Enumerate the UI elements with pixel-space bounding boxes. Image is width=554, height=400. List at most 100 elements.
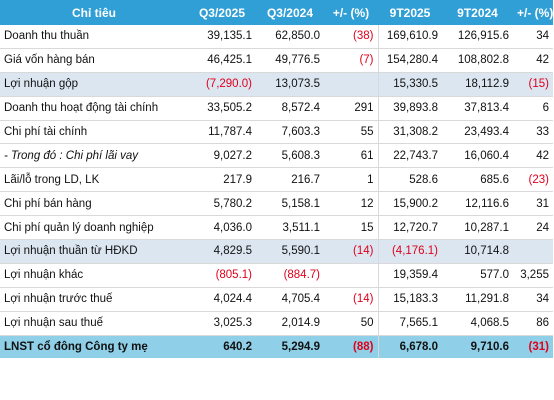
row-label: Lợi nhuận sau thuế (0, 311, 188, 336)
row-label: Chi phí tài chính (0, 120, 188, 145)
row-label: Giá vốn hàng bán (0, 48, 188, 73)
cell-9m-2024: 11,291.8 (442, 287, 513, 312)
cell-9m-2025: 19,359.4 (378, 263, 442, 288)
cell-9m-change: 42 (513, 48, 553, 73)
cell-q3-2024: 5,158.1 (256, 191, 324, 217)
cell-quarter-change: 1 (324, 167, 379, 193)
cell-quarter-change: 12 (324, 191, 379, 217)
header-q3-2024: Q3/2024 (256, 0, 324, 25)
cell-q3-2024: 5,294.9 (256, 335, 324, 359)
row-label: Chi phí quản lý doanh nghiệp (0, 215, 188, 241)
table-header-row: Chỉ tiêu Q3/2025 Q3/2024 +/- (%) 9T2025 … (0, 0, 553, 25)
cell-q3-2025: 11,787.4 (188, 120, 256, 145)
header-9m-2025: 9T2025 (378, 0, 442, 25)
cell-9m-2025: 31,308.2 (378, 120, 442, 145)
cell-9m-change: 42 (513, 143, 553, 169)
cell-quarter-change: 55 (324, 120, 379, 145)
cell-9m-2025: (4,176.1) (378, 239, 442, 264)
row-label: Doanh thu thuần (0, 25, 188, 49)
cell-9m-change: 86 (513, 311, 553, 336)
cell-quarter-change: 50 (324, 311, 379, 336)
cell-9m-2025: 154,280.4 (378, 48, 442, 73)
table-row: Chi phí bán hàng 5,780.2 5,158.1 12 15,900.2… (0, 191, 553, 217)
cell-9m-2025: 22,743.7 (378, 143, 442, 169)
row-label: Lợi nhuận gộp (0, 72, 188, 97)
cell-q3-2025: 33,505.2 (188, 96, 256, 121)
table-row: Lợi nhuận sau thuế 3,025.3 2,014.9 50 7,565.… (0, 311, 553, 336)
cell-quarter-change: (14) (324, 287, 379, 312)
cell-9m-change (513, 239, 553, 264)
cell-q3-2025: (805.1) (188, 263, 256, 288)
cell-q3-2024: 4,705.4 (256, 287, 324, 312)
cell-q3-2025: 46,425.1 (188, 48, 256, 73)
cell-9m-change: 34 (513, 25, 553, 49)
cell-q3-2024: 2,014.9 (256, 311, 324, 336)
cell-quarter-change: 15 (324, 215, 379, 241)
table-row: Chi phí quản lý doanh nghiệp 4,036.0 3,511… (0, 215, 553, 241)
cell-q3-2025: (7,290.0) (188, 72, 256, 97)
cell-9m-change: 31 (513, 191, 553, 217)
cell-q3-2024: 5,608.3 (256, 143, 324, 169)
cell-9m-2025: 528.6 (378, 167, 442, 193)
row-label: Lợi nhuận trước thuế (0, 287, 188, 312)
cell-9m-2024: 16,060.4 (442, 143, 513, 169)
table-row: Chi phí tài chính 11,787.4 7,603.3 55 31,308… (0, 120, 553, 145)
cell-q3-2024: 216.7 (256, 167, 324, 193)
cell-9m-2024: 9,710.6 (442, 335, 513, 359)
row-label: Doanh thu hoạt động tài chính (0, 96, 188, 121)
cell-9m-2024: 10,287.1 (442, 215, 513, 241)
cell-9m-change: (31) (513, 335, 553, 359)
cell-quarter-change: (38) (324, 25, 379, 49)
cell-9m-change: 24 (513, 215, 553, 241)
table-row: Lợi nhuận thuần từ HĐKD 4,829.5 5,590.1 (14… (0, 239, 553, 264)
cell-9m-2024: 12,116.6 (442, 191, 513, 217)
cell-q3-2024: 3,511.1 (256, 215, 324, 241)
cell-q3-2025: 217.9 (188, 167, 256, 193)
table-row: Lợi nhuận khác (805.1) (884.7) 19,359.4 577.… (0, 263, 553, 288)
header-q3-2025: Q3/2025 (188, 0, 256, 25)
cell-9m-change: 34 (513, 287, 553, 312)
cell-9m-2024: 10,714.8 (442, 239, 513, 264)
cell-q3-2024: 8,572.4 (256, 96, 324, 121)
cell-q3-2024: (884.7) (256, 263, 324, 288)
cell-9m-change: (15) (513, 72, 553, 97)
cell-9m-2024: 126,915.6 (442, 25, 513, 49)
cell-q3-2025: 4,024.4 (188, 287, 256, 312)
table-row: Giá vốn hàng bán 46,425.1 49,776.5 (7) 154,2… (0, 48, 553, 73)
cell-9m-2024: 37,813.4 (442, 96, 513, 121)
cell-9m-2025: 6,678.0 (378, 335, 442, 359)
cell-q3-2025: 4,829.5 (188, 239, 256, 264)
cell-9m-2024: 685.6 (442, 167, 513, 193)
row-label: Lãi/lỗ trong LD, LK (0, 167, 188, 193)
cell-9m-2025: 7,565.1 (378, 311, 442, 336)
table-row: Lợi nhuận gộp (7,290.0) 13,073.5 15,330.5 18… (0, 72, 553, 97)
row-label: Lợi nhuận khác (0, 263, 188, 288)
cell-9m-2024: 18,112.9 (442, 72, 513, 97)
cell-q3-2024: 5,590.1 (256, 239, 324, 264)
cell-quarter-change: 291 (324, 96, 379, 121)
cell-q3-2025: 640.2 (188, 335, 256, 359)
cell-q3-2024: 7,603.3 (256, 120, 324, 145)
cell-9m-change: (23) (513, 167, 553, 193)
cell-9m-2025: 12,720.7 (378, 215, 442, 241)
cell-q3-2024: 13,073.5 (256, 72, 324, 97)
cell-q3-2024: 49,776.5 (256, 48, 324, 73)
header-9m-change: +/- (%) (513, 0, 553, 25)
row-label: Chi phí bán hàng (0, 191, 188, 217)
table-row: Lãi/lỗ trong LD, LK 217.9 216.7 1 528.6 685.6… (0, 167, 553, 193)
cell-9m-2024: 577.0 (442, 263, 513, 288)
header-9m-2024: 9T2024 (442, 0, 513, 25)
header-quarter-change: +/- (%) (324, 0, 378, 25)
cell-quarter-change: 61 (324, 143, 379, 169)
cell-q3-2024: 62,850.0 (256, 25, 324, 49)
cell-quarter-change (324, 263, 379, 288)
table-row: Lợi nhuận trước thuế 4,024.4 4,705.4 (14) 15… (0, 287, 553, 312)
cell-q3-2025: 39,135.1 (188, 25, 256, 49)
cell-9m-2025: 15,183.3 (378, 287, 442, 312)
cell-q3-2025: 9,027.2 (188, 143, 256, 169)
cell-9m-2024: 23,493.4 (442, 120, 513, 145)
cell-quarter-change: (14) (324, 239, 379, 264)
cell-9m-2025: 169,610.9 (378, 25, 442, 49)
cell-q3-2025: 5,780.2 (188, 191, 256, 217)
financial-results-table: Chỉ tiêu Q3/2025 Q3/2024 +/- (%) 9T2025 … (0, 0, 553, 359)
